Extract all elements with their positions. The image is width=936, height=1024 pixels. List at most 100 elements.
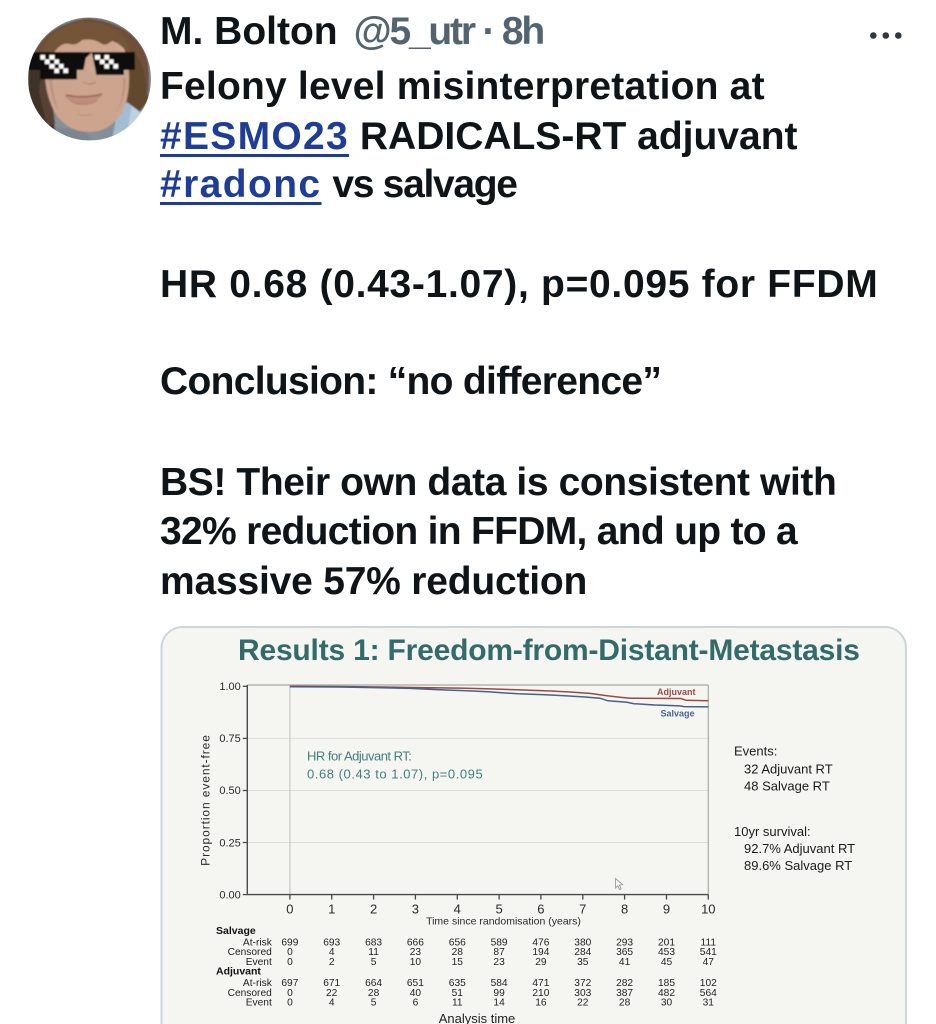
svg-text:6: 6 (537, 901, 544, 916)
svg-text:5: 5 (371, 998, 377, 1009)
svg-text:87: 87 (493, 947, 505, 958)
svg-text:697: 697 (281, 978, 298, 989)
svg-text:35: 35 (577, 957, 589, 968)
svg-text:293: 293 (616, 937, 633, 948)
svg-text:22: 22 (577, 998, 589, 1009)
svg-text:282: 282 (616, 978, 633, 989)
svg-text:10: 10 (410, 957, 422, 968)
svg-text:671: 671 (323, 978, 340, 989)
svg-text:102: 102 (700, 978, 717, 989)
svg-text:At-risk: At-risk (243, 978, 273, 989)
svg-text:8: 8 (621, 901, 628, 916)
svg-text:14: 14 (493, 998, 505, 1009)
svg-text:201: 201 (658, 937, 675, 948)
svg-text:Adjuvant: Adjuvant (657, 687, 696, 697)
svg-text:Event: Event (246, 998, 272, 1009)
svg-text:111: 111 (701, 937, 717, 948)
svg-text:99: 99 (493, 988, 505, 999)
svg-text:0.25: 0.25 (219, 837, 240, 849)
svg-text:At-risk: At-risk (243, 937, 273, 948)
svg-text:6: 6 (413, 998, 419, 1009)
svg-text:10: 10 (701, 901, 715, 916)
svg-text:471: 471 (532, 978, 549, 989)
svg-text:15: 15 (452, 957, 464, 968)
svg-text:683: 683 (365, 937, 382, 948)
svg-text:210: 210 (532, 988, 549, 999)
svg-text:0.68 (0.43 to 1.07), p=0.095: 0.68 (0.43 to 1.07), p=0.095 (307, 766, 483, 781)
svg-text:4: 4 (329, 998, 335, 1009)
svg-text:45: 45 (661, 957, 673, 968)
svg-text:Adjuvant: Adjuvant (216, 966, 261, 978)
svg-text:30: 30 (661, 998, 673, 1009)
svg-text:Censored: Censored (228, 988, 273, 999)
svg-text:16: 16 (535, 998, 547, 1009)
svg-text:Salvage: Salvage (661, 709, 695, 719)
svg-text:0.75: 0.75 (219, 733, 240, 745)
svg-text:303: 303 (574, 988, 591, 999)
svg-text:4: 4 (454, 901, 461, 916)
svg-text:0: 0 (287, 988, 293, 999)
svg-text:584: 584 (491, 978, 508, 989)
svg-text:0: 0 (287, 947, 293, 958)
svg-text:0: 0 (286, 901, 293, 916)
svg-text:40: 40 (410, 988, 422, 999)
svg-text:Salvage: Salvage (216, 925, 256, 937)
svg-text:666: 666 (407, 937, 424, 948)
svg-text:380: 380 (574, 937, 591, 948)
svg-text:387: 387 (616, 988, 633, 999)
svg-text:5: 5 (495, 901, 502, 916)
svg-text:5: 5 (371, 957, 377, 968)
svg-text:47: 47 (703, 957, 715, 968)
svg-text:656: 656 (449, 937, 466, 948)
svg-text:31: 31 (703, 998, 715, 1009)
svg-text:541: 541 (700, 947, 717, 958)
svg-text:10yr survival:: 10yr survival: (734, 824, 811, 839)
svg-text:Results 1: Freedom-from-Distan: Results 1: Freedom-from-Distant-Metastas… (238, 634, 860, 667)
svg-text:Time since randomisation (year: Time since randomisation (years) (426, 915, 581, 927)
svg-text:453: 453 (658, 947, 675, 958)
svg-text:482: 482 (658, 988, 675, 999)
svg-text:0.50: 0.50 (219, 785, 240, 797)
svg-text:7: 7 (579, 901, 586, 916)
svg-text:Analysis time: Analysis time (439, 1011, 516, 1024)
svg-text:28: 28 (619, 998, 631, 1009)
svg-text:2: 2 (370, 901, 377, 916)
svg-text:9: 9 (663, 901, 670, 916)
svg-text:28: 28 (452, 947, 464, 958)
svg-text:194: 194 (532, 947, 549, 958)
svg-text:699: 699 (281, 937, 298, 948)
svg-text:Censored: Censored (228, 947, 273, 958)
svg-text:365: 365 (616, 947, 633, 958)
svg-text:23: 23 (493, 957, 505, 968)
svg-text:22: 22 (326, 988, 338, 999)
svg-text:564: 564 (700, 988, 717, 999)
svg-text:693: 693 (323, 937, 340, 948)
svg-text:372: 372 (574, 978, 591, 989)
svg-text:29: 29 (535, 957, 547, 968)
svg-text:0.00: 0.00 (219, 889, 240, 901)
svg-text:185: 185 (658, 978, 675, 989)
svg-text:0: 0 (287, 998, 293, 1009)
svg-text:2: 2 (329, 957, 335, 968)
svg-text:1: 1 (328, 901, 335, 916)
svg-text:41: 41 (619, 957, 631, 968)
svg-text:1.00: 1.00 (219, 681, 240, 693)
svg-text:4: 4 (329, 947, 335, 958)
svg-text:Proportion event-free: Proportion event-free (199, 734, 213, 866)
svg-text:32 Adjuvant RT: 32 Adjuvant RT (744, 762, 833, 777)
svg-text:92.7% Adjuvant RT: 92.7% Adjuvant RT (744, 841, 855, 856)
svg-text:284: 284 (574, 947, 591, 958)
svg-text:0: 0 (287, 957, 293, 968)
svg-text:664: 664 (365, 978, 382, 989)
svg-text:651: 651 (407, 978, 424, 989)
svg-text:23: 23 (410, 947, 422, 958)
svg-text:Events:: Events: (734, 744, 777, 759)
svg-text:HR for Adjuvant RT:: HR for Adjuvant RT: (307, 748, 411, 763)
svg-text:Event: Event (246, 957, 272, 968)
svg-text:89.6% Salvage RT: 89.6% Salvage RT (744, 858, 852, 873)
svg-text:51: 51 (452, 988, 464, 999)
svg-text:48 Salvage RT: 48 Salvage RT (744, 779, 830, 794)
svg-text:589: 589 (491, 937, 508, 948)
svg-text:11: 11 (452, 998, 463, 1009)
svg-text:3: 3 (412, 901, 419, 916)
